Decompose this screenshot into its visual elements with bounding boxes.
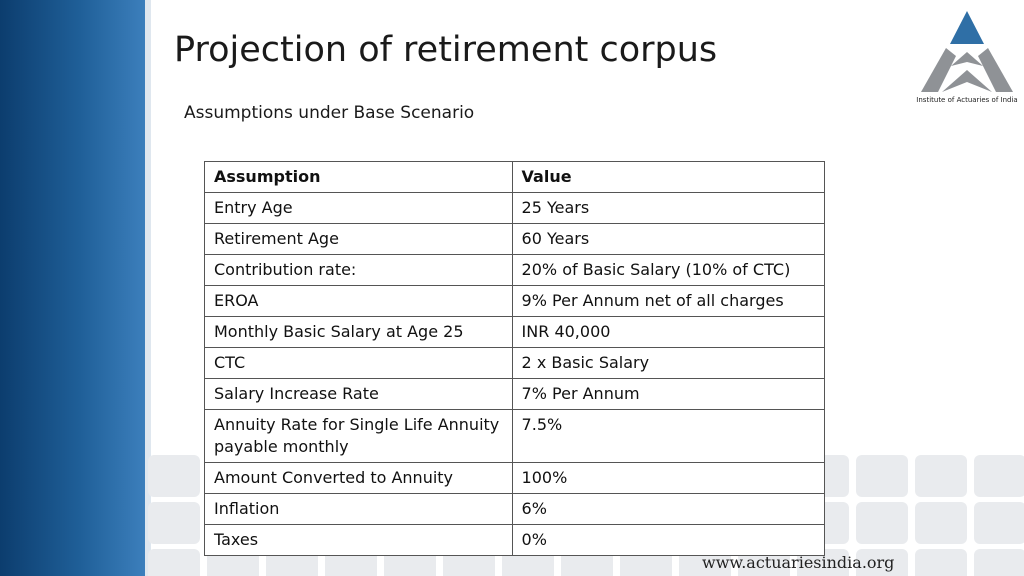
background-tile	[148, 502, 200, 544]
assumption-cell: Retirement Age	[204, 223, 513, 255]
left-accent-bar	[0, 0, 145, 576]
value-cell: 7.5%	[511, 409, 826, 463]
background-tile	[856, 549, 908, 576]
assumption-cell: Monthly Basic Salary at Age 25	[204, 316, 513, 348]
slide-subtitle: Assumptions under Base Scenario	[184, 103, 475, 123]
background-tile	[856, 502, 908, 544]
slide-title: Projection of retirement corpus	[174, 30, 718, 70]
value-cell: 7% Per Annum	[511, 378, 826, 410]
iai-logo-icon	[921, 11, 1013, 92]
background-tile	[915, 455, 967, 497]
header-assumption: Assumption	[204, 161, 513, 193]
table-row: Taxes 0%	[204, 524, 826, 556]
table-row: Amount Converted to Annuity 100%	[204, 462, 826, 494]
value-cell: 25 Years	[511, 192, 826, 224]
background-tile	[974, 549, 1024, 576]
assumption-cell: Annuity Rate for Single Life Annuity pay…	[204, 409, 513, 463]
value-cell: 6%	[511, 493, 826, 525]
background-tile	[974, 455, 1024, 497]
iai-logo: Institute of Actuaries of India	[916, 8, 1018, 110]
table-row: Inflation 6%	[204, 493, 826, 525]
background-tile	[974, 502, 1024, 544]
table-row: Entry Age 25 Years	[204, 192, 826, 224]
table-header-row: Assumption Value	[204, 161, 826, 193]
assumption-cell: Taxes	[204, 524, 513, 556]
assumption-cell: Amount Converted to Annuity	[204, 462, 513, 494]
background-tile	[915, 502, 967, 544]
value-cell: INR 40,000	[511, 316, 826, 348]
background-tile	[915, 549, 967, 576]
assumption-cell: Entry Age	[204, 192, 513, 224]
logo-caption: Institute of Actuaries of India	[916, 96, 1018, 104]
assumptions-table: Assumption Value Entry Age 25 Years Reti…	[204, 161, 826, 556]
table-row: Monthly Basic Salary at Age 25 INR 40,00…	[204, 316, 826, 348]
value-cell: 0%	[511, 524, 826, 556]
value-cell: 20% of Basic Salary (10% of CTC)	[511, 254, 826, 286]
table-row: CTC 2 x Basic Salary	[204, 347, 826, 379]
assumption-cell: Contribution rate:	[204, 254, 513, 286]
background-tile	[148, 455, 200, 497]
assumption-cell: CTC	[204, 347, 513, 379]
background-tile	[148, 549, 200, 576]
table-row: Retirement Age 60 Years	[204, 223, 826, 255]
assumption-cell: Salary Increase Rate	[204, 378, 513, 410]
assumption-cell: Inflation	[204, 493, 513, 525]
assumption-cell: EROA	[204, 285, 513, 317]
background-tile	[856, 455, 908, 497]
value-cell: 9% Per Annum net of all charges	[511, 285, 826, 317]
header-value: Value	[511, 161, 826, 193]
table-row: Annuity Rate for Single Life Annuity pay…	[204, 409, 826, 463]
footer-website-link[interactable]: www.actuariesindia.org	[702, 553, 895, 572]
value-cell: 2 x Basic Salary	[511, 347, 826, 379]
table-row: Contribution rate: 20% of Basic Salary (…	[204, 254, 826, 286]
left-accent-strip	[145, 0, 151, 576]
value-cell: 100%	[511, 462, 826, 494]
table-row: Salary Increase Rate 7% Per Annum	[204, 378, 826, 410]
table-row: EROA 9% Per Annum net of all charges	[204, 285, 826, 317]
value-cell: 60 Years	[511, 223, 826, 255]
